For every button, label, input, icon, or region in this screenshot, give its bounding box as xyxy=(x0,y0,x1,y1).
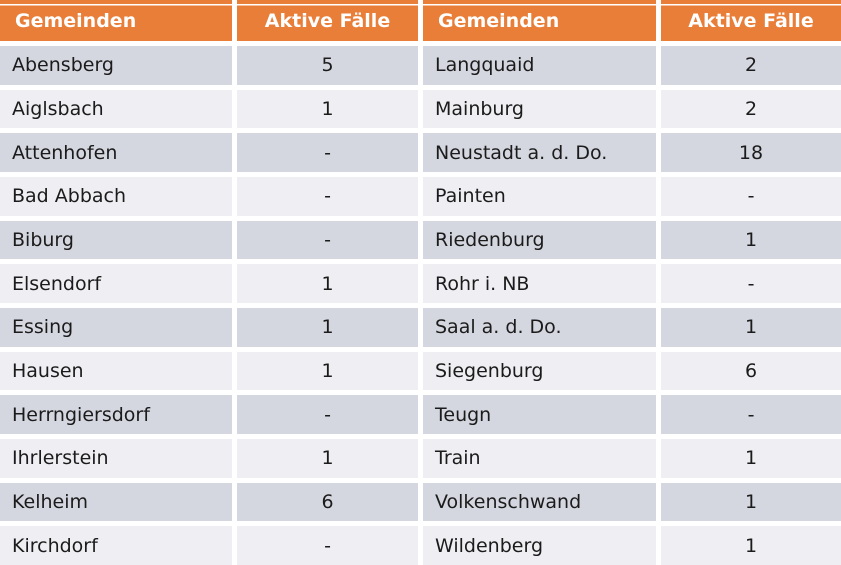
cell-aktive-faelle-value: 18 xyxy=(661,133,841,172)
cell-gemeinde-name: Rohr i. NB xyxy=(423,264,656,303)
cell-aktive-faelle-value: 2 xyxy=(661,89,841,129)
cell-aktive-faelle-value: 1 xyxy=(237,439,418,478)
cell-gemeinde-name: Essing xyxy=(0,308,232,347)
cell-gemeinde-name: Mainburg xyxy=(423,89,656,129)
cell-gemeinde-name: Biburg xyxy=(0,220,232,260)
cell-aktive-faelle-value: - xyxy=(661,395,841,434)
cell-aktive-faelle-value: 6 xyxy=(661,351,841,391)
cell-gemeinde-name: Painten xyxy=(423,177,656,216)
header-cell-gemeinden-left: Gemeinden xyxy=(0,0,232,41)
cell-aktive-faelle-value: 1 xyxy=(237,89,418,129)
cell-aktive-faelle-value: 1 xyxy=(237,264,418,303)
cell-gemeinde-name: Langquaid xyxy=(423,46,656,85)
cell-aktive-faelle-value: - xyxy=(237,133,418,172)
cell-gemeinde-name: Bad Abbach xyxy=(0,177,232,216)
cell-gemeinde-name: Neustadt a. d. Do. xyxy=(423,133,656,172)
header-cell-aktive-faelle-right: Aktive Fälle xyxy=(661,0,841,41)
cell-gemeinde-name: Riedenburg xyxy=(423,220,656,260)
cell-aktive-faelle-value: 1 xyxy=(237,351,418,391)
cell-aktive-faelle-value: - xyxy=(661,264,841,303)
cell-gemeinde-name: Elsendorf xyxy=(0,264,232,303)
cell-aktive-faelle-value: - xyxy=(237,177,418,216)
cell-gemeinde-name: Kelheim xyxy=(0,482,232,522)
cell-gemeinde-name: Herrngiersdorf xyxy=(0,395,232,434)
cell-aktive-faelle-value: - xyxy=(237,526,418,565)
cell-gemeinde-name: Siegenburg xyxy=(423,351,656,391)
cell-aktive-faelle-value: - xyxy=(237,220,418,260)
cell-gemeinde-name: Train xyxy=(423,439,656,478)
cell-gemeinde-name: Abensberg xyxy=(0,46,232,85)
cell-aktive-faelle-value: 1 xyxy=(661,308,841,347)
cell-aktive-faelle-value: - xyxy=(661,177,841,216)
cell-aktive-faelle-value: 1 xyxy=(661,220,841,260)
header-cell-aktive-faelle-left: Aktive Fälle xyxy=(237,0,418,41)
cell-gemeinde-name: Teugn xyxy=(423,395,656,434)
header-cell-gemeinden-right: Gemeinden xyxy=(423,0,656,41)
cell-gemeinde-name: Hausen xyxy=(0,351,232,391)
cell-gemeinde-name: Volkenschwand xyxy=(423,482,656,522)
cell-aktive-faelle-value: 2 xyxy=(661,46,841,85)
cell-gemeinde-name: Attenhofen xyxy=(0,133,232,172)
cell-aktive-faelle-value: 1 xyxy=(661,439,841,478)
cell-aktive-faelle-value: 6 xyxy=(237,482,418,522)
cell-gemeinde-name: Aiglsbach xyxy=(0,89,232,129)
cell-gemeinde-name: Saal a. d. Do. xyxy=(423,308,656,347)
cell-aktive-faelle-value: - xyxy=(237,395,418,434)
cell-aktive-faelle-value: 1 xyxy=(661,482,841,522)
cell-gemeinde-name: Wildenberg xyxy=(423,526,656,565)
cell-aktive-faelle-value: 5 xyxy=(237,46,418,85)
cell-aktive-faelle-value: 1 xyxy=(237,308,418,347)
cell-gemeinde-name: Ihrlerstein xyxy=(0,439,232,478)
cell-gemeinde-name: Kirchdorf xyxy=(0,526,232,565)
cell-aktive-faelle-value: 1 xyxy=(661,526,841,565)
